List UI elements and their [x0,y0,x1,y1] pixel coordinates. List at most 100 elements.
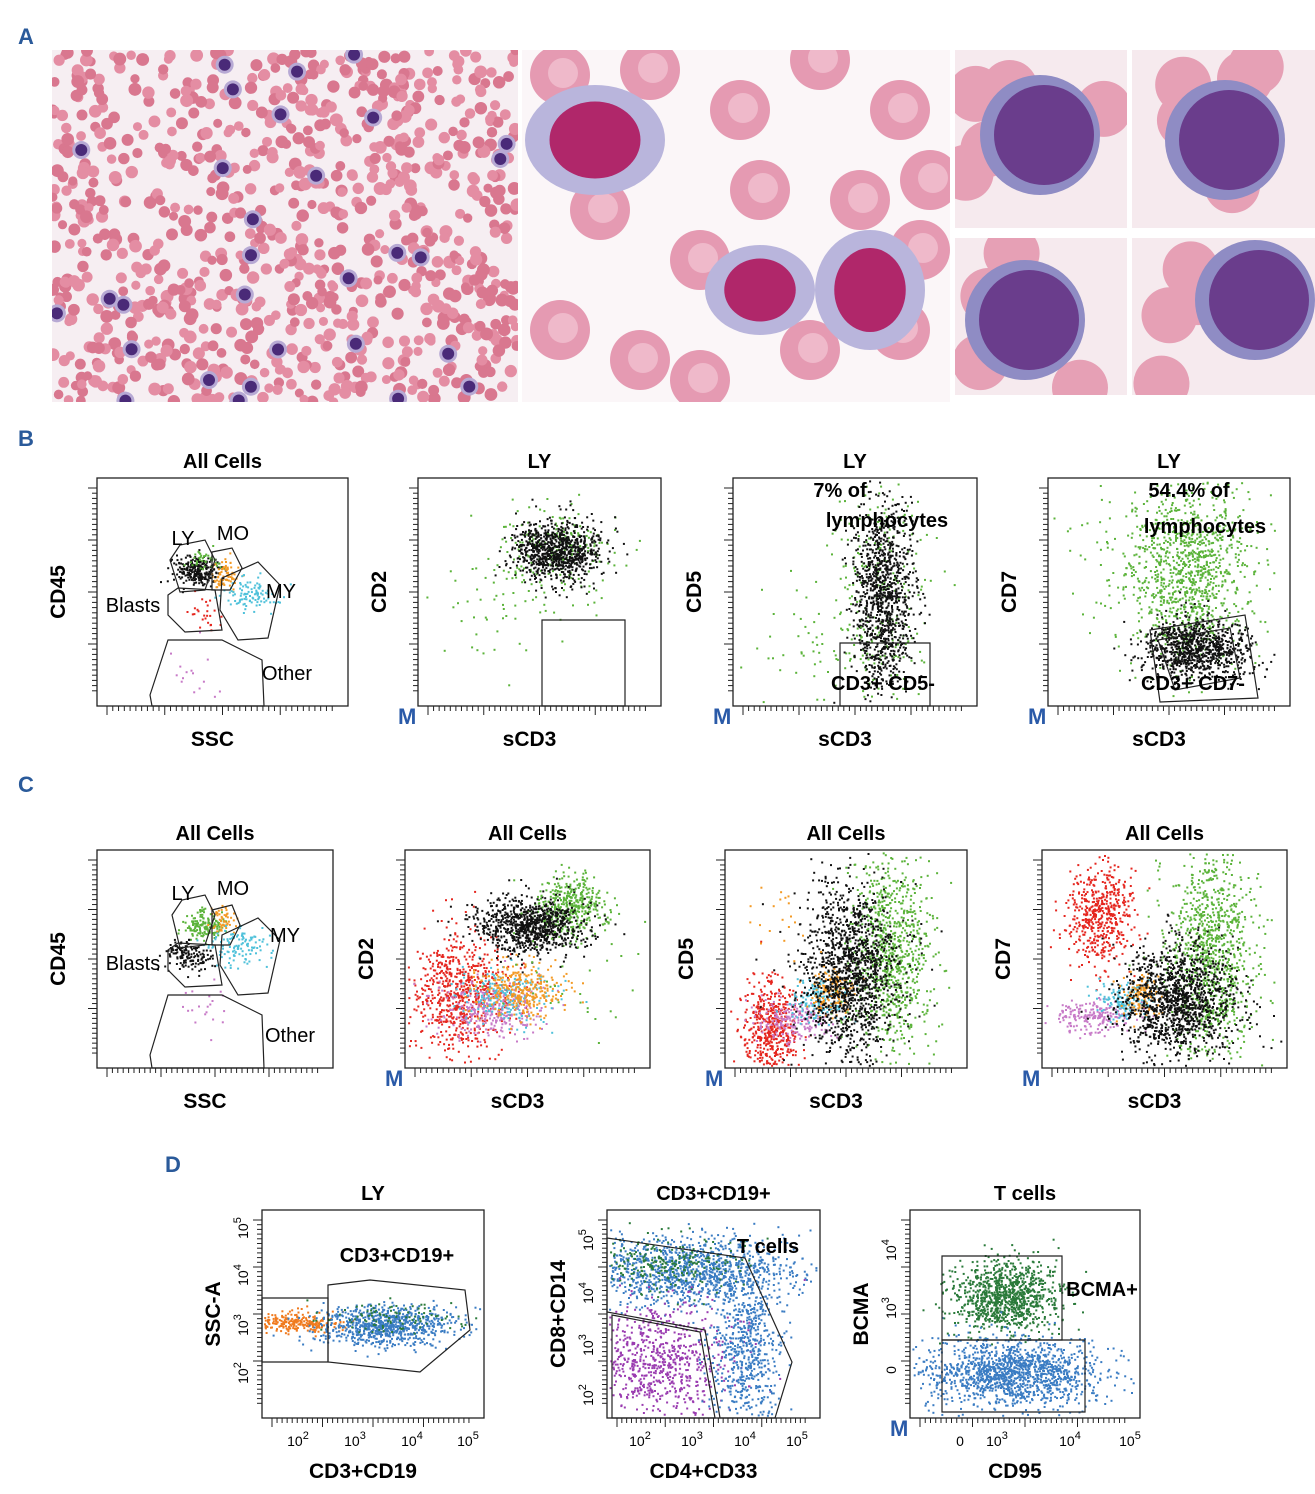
event-dot [907,549,909,551]
event-dot [551,532,553,534]
red-cell [510,45,520,55]
event-dot [1171,576,1173,578]
event-dot [245,596,247,598]
event-dot [878,546,880,548]
event-dot [1222,581,1224,583]
event-dot [1136,515,1138,517]
event-dot [853,625,855,627]
event-dot [588,571,590,573]
event-dot [898,564,900,566]
event-dot [910,496,912,498]
event-dot [244,608,246,610]
event-dot [876,594,878,596]
event-dot [539,525,541,527]
event-dot [591,550,593,552]
event-dot [579,535,581,537]
event-dot [570,550,572,552]
event-dot [542,525,544,527]
red-cell [287,92,299,104]
event-dot [582,569,584,571]
event-dot [1267,559,1269,561]
event-dot [626,553,628,555]
event-dot [819,661,821,663]
red-cell [451,96,461,106]
event-dot [869,620,871,622]
red-cell [166,107,176,117]
event-dot [561,538,563,540]
event-dot [873,601,875,603]
event-dot [899,654,901,656]
red-cell [208,340,219,351]
event-dot [913,614,915,616]
event-dot [563,537,565,539]
nucleus [245,249,257,261]
red-cell-center [638,53,668,83]
red-cell [486,285,498,297]
event-dot [919,651,921,653]
event-dot [1212,587,1214,589]
event-dot [524,600,526,602]
red-cell [192,141,202,151]
event-dot [892,623,894,625]
event-dot [876,586,878,588]
event-dot [1194,540,1196,542]
event-dot [852,557,854,559]
event-dot [1153,597,1155,599]
event-dot [547,541,549,543]
event-dot [1199,603,1201,605]
event-dot [901,611,903,613]
event-dot [855,534,857,536]
event-dot [924,579,926,581]
event-dot [902,625,904,627]
event-dot [1152,624,1154,626]
event-dot [496,630,498,632]
event-dot [444,650,446,652]
event-dot [892,548,894,550]
event-dot [888,635,890,637]
event-dot [597,557,599,559]
red-cell [51,203,62,214]
event-dot [1208,540,1210,542]
event-dot [243,574,245,576]
event-dot [475,567,477,569]
event-dot [581,522,583,524]
red-cell [250,59,262,71]
event-dot [884,666,886,668]
red-cell [356,294,369,307]
event-dot [167,567,169,569]
red-cell [382,357,394,369]
event-dot [1164,615,1166,617]
red-cell [383,285,396,298]
event-dot [893,653,895,655]
event-dot [913,637,915,639]
event-dot [865,609,867,611]
event-dot [954,584,956,586]
event-dot [1220,602,1222,604]
event-dot [198,610,200,612]
red-cell [155,195,165,205]
event-dot [566,596,568,598]
red-cell [64,395,74,405]
red-cell [396,91,407,102]
event-dot [869,617,871,619]
event-dot [879,623,881,625]
event-dot [514,574,516,576]
event-dot [589,567,591,569]
event-dot [904,615,906,617]
event-dot [493,599,495,601]
event-dot [193,584,195,586]
event-dot [532,572,534,574]
event-dot [589,585,591,587]
event-dot [521,574,523,576]
event-dot [516,525,518,527]
event-dot [219,572,221,574]
event-dot [875,567,877,569]
event-dot [1176,548,1178,550]
red-cell [166,228,178,240]
event-dot [167,580,169,582]
event-dot [865,617,867,619]
event-dot [876,614,878,616]
event-dot [562,543,564,545]
red-cell [154,263,167,276]
event-dot [897,656,899,658]
